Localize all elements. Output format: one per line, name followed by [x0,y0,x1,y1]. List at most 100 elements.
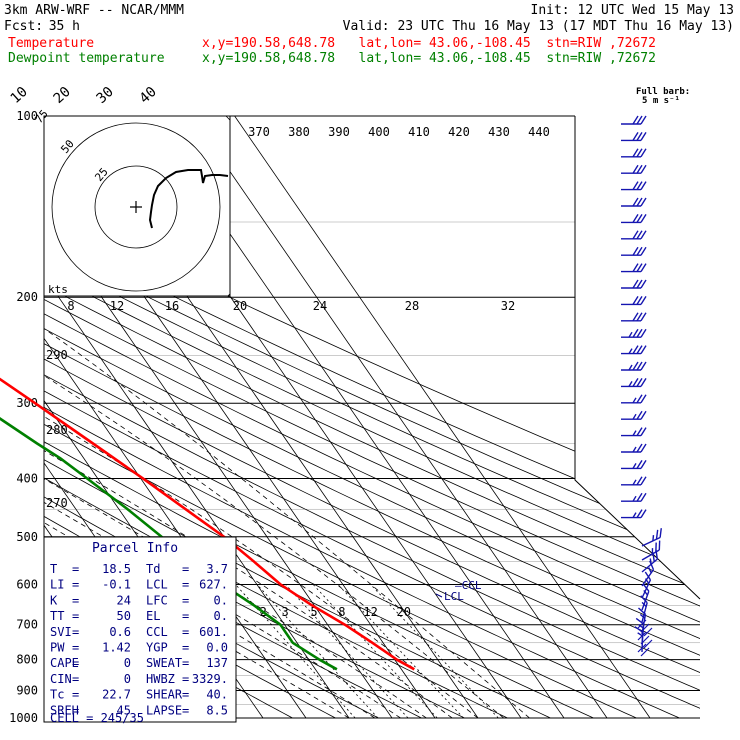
theta-label-390: 390 [328,125,350,139]
wind-barb-20 [621,443,647,453]
dry-adiabat-350 [44,116,700,718]
dry-adiabat-410 [44,116,700,718]
parcel-eq-2: = [182,703,189,717]
dry-adiabat-480 [44,116,700,718]
isotherm-60 [234,116,651,718]
wind-barb-2 [621,148,647,158]
parcel-key-CIN: CIN [50,672,72,686]
parcel-info-box [43,536,237,723]
parcel-key-YGP: YGP [146,641,168,655]
dry-adiabat-360 [44,116,700,718]
pressure-label-600: 600 [16,577,38,591]
pressure-label-700: 700 [16,618,38,632]
wind-barb-22 [621,476,647,486]
wind-barb-8 [621,246,647,256]
wind-barb-31 [640,595,648,623]
parcel-value-CAPE: 0 [124,656,131,670]
parcel-key-Td: Td [146,562,160,576]
mixing-ratio-label-5: 5 [310,605,317,619]
model-title: 3km ARW-WRF -- NCAR/MMM [4,3,184,18]
wind-barb-25 [641,528,662,547]
pressure-label-400: 400 [16,471,38,485]
theta-left-label-290: 290 [46,348,68,362]
parcel-key-LAPSE: LAPSE [146,703,182,717]
parcel-cell-motion: CELL = 245/35 [50,711,144,725]
parcel-eq-2: = [182,578,189,592]
parcel-eq-1: = [72,625,79,639]
wind-barb-cluster-2 [643,627,653,637]
lcl-tick [435,593,443,598]
hodo-center-marker [130,201,142,213]
parcel-key-LCL: LCL [146,578,168,592]
parcel-eq-2: = [182,641,189,655]
mixing-ratio-label-12: 12 [363,605,377,619]
wind-barb-cluster-5 [643,639,653,649]
isotherm-label-10: 10 [8,84,31,107]
parcel-eq-2: = [182,656,189,670]
parcel-key-LI: LI [50,578,64,592]
parcel-eq-2: = [182,562,189,576]
parcel-key-EL: EL [146,609,160,623]
parcel-value-SREH: 45 [117,703,131,717]
parcel-eq-1: = [72,562,79,576]
hodo-units: kts [48,283,68,296]
parcel-value-HWBZ: 3329. [192,672,228,686]
speed-tick-12: 12 [110,299,124,313]
parcel-eq-1: = [72,609,79,623]
mixing-ratio-label-8: 8 [338,605,345,619]
wind-barb-4 [621,181,647,191]
wind-barb-16 [621,378,647,388]
wind-barb-10 [621,279,647,289]
speed-tick-8: 8 [67,299,74,313]
moist-adiabat-14 [44,296,453,718]
parcel-value-PW: 1.42 [102,641,131,655]
parcel-key-Tc: Tc [50,688,64,702]
parcel-eq-2: = [182,688,189,702]
theta-label-420: 420 [448,125,470,139]
parcel-eq-1: = [72,672,79,686]
wind-barb-24 [621,509,647,519]
dry-adiabat-420 [44,116,700,718]
wind-barb-1 [621,132,647,142]
wind-barb-0 [621,115,647,125]
wind-barb-14 [621,345,647,355]
dry-adiabat-400 [44,116,700,718]
wind-barb-5 [621,197,647,207]
theta-label-400: 400 [368,125,390,139]
valid-time: Valid: 23 UTC Thu 16 May 13 (17 MDT Thu … [343,19,734,34]
dry-adiabat-390 [44,116,700,718]
wind-barb-cluster-3 [637,631,647,641]
parcel-value-K: 24 [117,593,131,607]
wind-barb-18 [621,410,647,420]
wind-barb-23 [621,492,647,502]
theta-label-370: 370 [248,125,270,139]
pressure-label-1000: 1000 [9,711,38,725]
barb-legend-line1: Full barb: [636,87,690,97]
parcel-eq-1: = [72,593,79,607]
wind-barb-11 [621,296,647,306]
parcel-key-SHEAR: SHEAR [146,688,183,702]
isotherm-50 [191,116,608,718]
parcel-key-SREH: SREH [50,703,79,717]
theta-left-label-270: 270 [46,496,68,510]
parcel-key-T: T [50,562,57,576]
speed-tick-24: 24 [313,299,327,313]
isotherm-label-30: 30 [94,84,117,107]
parcel-key-TT: TT [50,609,64,623]
parcel-key-SVI: SVI [50,625,72,639]
pressure-label-800: 800 [16,653,38,667]
parcel-eq-2: = [182,609,189,623]
parcel-key-SWEAT: SWEAT [146,656,182,670]
lcl-label: LCL [444,590,464,603]
parcel-key-CAPE: CAPE [50,656,79,670]
parcel-info-title: Parcel Info [92,541,178,556]
wind-barb-cluster-7 [640,647,650,657]
wind-barb-9 [621,263,647,273]
dry-adiabat-450 [44,116,700,718]
speed-tick-20: 20 [233,299,247,313]
parcel-eq-1: = [72,578,79,592]
hodograph-trace [148,169,229,229]
parcel-info-panel: Parcel Info T = 18.5 Td = 3.7 LI = -0.1 LCL = 627. K =… [43,536,237,725]
speed-tick-32: 32 [501,299,515,313]
